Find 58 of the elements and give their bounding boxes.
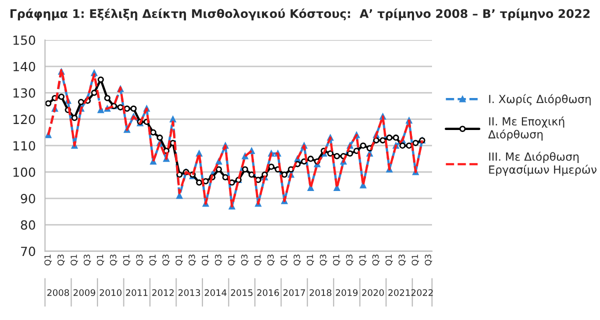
x-tick-label: Q3 [294,254,301,266]
x-tick-label: Q3 [110,254,118,266]
x-tick-label: Q3 [162,254,170,266]
x-tick-label: Q1 [359,254,366,266]
x-tick-label: Q1 [254,254,262,266]
text: 2011 [126,289,148,296]
x-tick-label: Q3 [241,254,248,266]
x-tick-label: Q1 [202,254,210,266]
text: 2010 [100,289,122,296]
x-tick-label: Q3 [372,254,380,266]
x-tick-label: Q1 [333,254,340,266]
x-tick-label: Q1 [96,254,104,266]
legend-label: I. Χωρίς Διόρθωση [489,94,591,106]
y-tick-label: 140 [13,62,36,72]
text: 2020 [362,289,384,296]
x-tick-label: Q1 [176,254,183,266]
x-tick-label: Q3 [214,254,222,266]
x-tick-label: Q1 [123,254,130,266]
x-tick-label: Q3 [58,254,65,266]
y-tick-label: 90 [20,194,36,204]
x-tick-label: Q3 [136,254,144,266]
x-tick-label: Q3 [320,254,328,266]
x-tick-label: Q1 [280,254,288,266]
x-tick-label: Q1 [149,254,157,266]
text: 2012 [152,289,174,296]
text: 2019 [336,289,358,296]
x-tick-label: Q3 [267,254,275,266]
chart-title: Γράφημα 1: Εξέλιξη Δείκτη Μισθολογικού Κόστους: Α’ τρίμηνο 2008 – Β’ τρίμηνο 2022 [10,8,590,20]
text: 2013 [178,289,200,296]
text: 2021 [388,289,410,296]
text: 2018 [310,289,332,296]
x-tick-label: Q1 [412,254,419,266]
x-tick-label: Q1 [228,254,236,266]
y-tick-label: 130 [13,88,36,98]
y-tick-label: 150 [13,35,36,45]
x-tick-label: Q1 [306,254,314,266]
y-tick-label: 120 [13,114,36,124]
x-tick-label: Q1 [70,254,78,266]
y-tick-label: 70 [21,246,36,256]
text: 2008 [47,289,69,296]
legend-label: III. Με Διόρθωση Εργασίμων Ημερών [489,152,596,176]
text: 2022 [411,289,433,296]
text: 2016 [257,289,279,296]
x-tick-label: Q1 [44,254,52,266]
x-tick-label: Q3 [346,254,354,266]
x-tick-label: Q3 [84,254,92,266]
text: 2014 [204,289,227,296]
x-tick-label: Q3 [398,254,406,266]
x-tick-label: Q3 [424,254,432,266]
y-tick-label: 80 [20,220,36,230]
y-tick-label: 110 [13,141,36,151]
legend-label: II. Με Εποχική Διόρθωση [488,116,564,141]
x-tick-label: Q3 [188,254,196,266]
text: 2009 [74,289,96,296]
y-tick-label: 100 [13,167,36,177]
x-tick-label: Q1 [385,254,393,266]
text: 2015 [230,289,252,296]
text: 2017 [283,289,305,296]
